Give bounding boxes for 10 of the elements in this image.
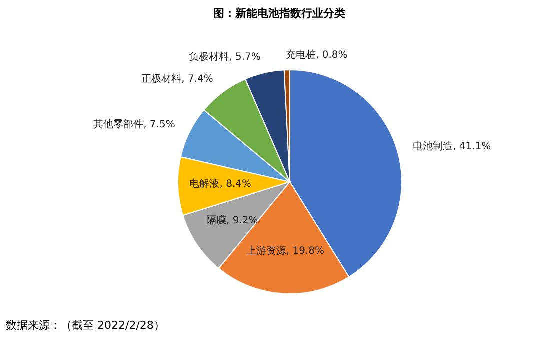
- slice-label: 电池制造, 41.1%: [413, 140, 492, 152]
- slice-label: 充电桩, 0.8%: [286, 49, 348, 61]
- slice-label: 上游资源, 19.8%: [246, 244, 324, 257]
- slice-label: 负极材料, 5.7%: [189, 50, 261, 63]
- slice-label: 隔膜, 9.2%: [206, 214, 258, 226]
- chart-title: 图：新能电池指数行业分类: [212, 6, 346, 21]
- source-note: 数据来源：（截至 2022/2/28）: [6, 318, 165, 333]
- slice-label: 电解液, 8.4%: [190, 178, 252, 190]
- slice-label: 其他零部件, 7.5%: [94, 118, 176, 131]
- slice-label: 正极材料, 7.4%: [142, 72, 214, 85]
